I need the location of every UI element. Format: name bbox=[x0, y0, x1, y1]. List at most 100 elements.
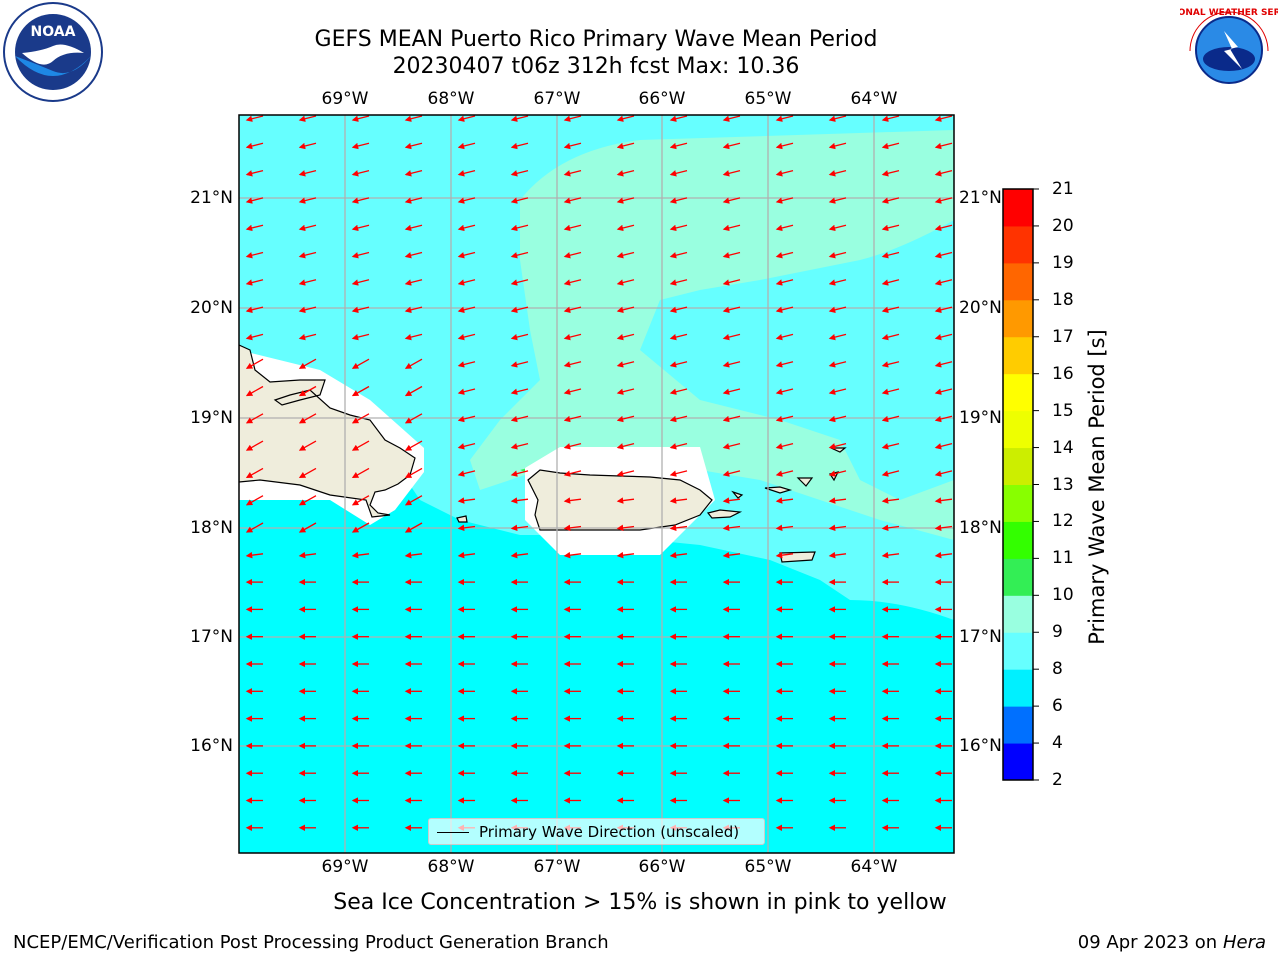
wave-arrow bbox=[510, 470, 529, 477]
wave-arrow bbox=[775, 551, 794, 559]
colorbar-tick-label: 11 bbox=[1052, 548, 1074, 569]
wave-arrow bbox=[881, 333, 900, 341]
wave-arrow bbox=[510, 551, 529, 559]
wave-arrow bbox=[510, 197, 529, 204]
wave-arrow bbox=[404, 467, 423, 479]
wave-arrow bbox=[563, 333, 582, 341]
wave-arrow bbox=[351, 522, 370, 533]
wave-arrow bbox=[669, 442, 688, 450]
lat-right-item: 17°N bbox=[959, 627, 1002, 647]
colorbar-tick-label: 18 bbox=[1052, 289, 1074, 310]
wave-arrow bbox=[563, 524, 582, 532]
wave-arrow bbox=[881, 524, 900, 532]
land-virgin-islands bbox=[706, 447, 847, 563]
wave-direction-arrows bbox=[245, 115, 953, 832]
wave-arrow bbox=[722, 470, 741, 477]
sea-ice-note: Sea Ice Concentration > 15% is shown in … bbox=[333, 890, 947, 915]
wave-arrow bbox=[828, 142, 847, 150]
wave-arrow bbox=[934, 442, 953, 450]
lon-bottom-item: 67°W bbox=[533, 857, 581, 877]
colorbar-title: Primary Wave Mean Period [s] bbox=[1085, 329, 1109, 645]
wave-arrow bbox=[828, 415, 847, 423]
wave-arrow bbox=[722, 169, 741, 177]
wave-arrow bbox=[563, 115, 582, 122]
wave-arrow bbox=[616, 251, 635, 259]
wave-arrow bbox=[616, 524, 635, 532]
colorbar-tick-label: 20 bbox=[1052, 215, 1074, 236]
wave-arrow bbox=[404, 413, 423, 424]
chart-subtitle: 20230407 t06z 312h fcst Max: 10.36 bbox=[392, 54, 800, 79]
wave-arrow bbox=[351, 385, 370, 397]
wave-arrow bbox=[510, 361, 529, 368]
colorbar bbox=[1002, 188, 1039, 781]
footer-host: Hera bbox=[1222, 932, 1266, 953]
lon-top-item: 68°W bbox=[427, 89, 475, 109]
wave-arrow bbox=[404, 306, 423, 313]
wave-arrow bbox=[563, 470, 582, 477]
wave-arrow bbox=[775, 306, 794, 313]
wave-arrow bbox=[457, 251, 476, 259]
wave-arrow bbox=[881, 142, 900, 150]
wave-arrow bbox=[881, 470, 900, 477]
wave-arrow bbox=[616, 224, 635, 232]
chart-title: GEFS MEAN Puerto Rico Primary Wave Mean … bbox=[314, 27, 878, 52]
wave-arrow bbox=[934, 333, 953, 341]
wave-arrow bbox=[245, 142, 264, 150]
colorbar-tick-label: 9 bbox=[1052, 622, 1063, 643]
wave-arrow bbox=[669, 279, 688, 286]
wave-arrow bbox=[722, 524, 741, 532]
wave-arrow bbox=[510, 333, 529, 341]
colorbar-tick-label: 19 bbox=[1052, 252, 1074, 273]
wave-arrow bbox=[298, 333, 317, 341]
wave-arrow bbox=[669, 497, 688, 504]
lat-left-item: 18°N bbox=[190, 518, 233, 538]
ocean-period-9-10-west bbox=[239, 115, 330, 300]
colorbar-tick-label: 8 bbox=[1052, 659, 1063, 680]
wave-arrow bbox=[245, 495, 264, 506]
wave-arrow bbox=[775, 333, 794, 341]
wave-arrow bbox=[245, 522, 264, 533]
wave-arrow bbox=[298, 413, 317, 424]
wave-arrow bbox=[298, 306, 317, 313]
wave-arrow bbox=[457, 497, 476, 504]
noaa-logo-text: NOAA bbox=[31, 24, 76, 40]
colorbar-tick-label: 10 bbox=[1052, 585, 1074, 606]
wave-arrow bbox=[934, 470, 953, 477]
wave-arrow bbox=[563, 251, 582, 259]
wave-arrow bbox=[881, 197, 900, 204]
wave-arrow bbox=[775, 251, 794, 259]
lat-right-item: 20°N bbox=[959, 298, 1002, 318]
lon-top-item: 64°W bbox=[850, 89, 898, 109]
wave-arrow bbox=[775, 470, 794, 477]
wave-arrow bbox=[775, 415, 794, 423]
wave-arrow bbox=[722, 361, 741, 368]
colorbar-segment bbox=[1003, 669, 1033, 707]
wave-arrow bbox=[616, 497, 635, 504]
wave-arrow bbox=[881, 388, 900, 395]
wave-arrow bbox=[351, 440, 370, 451]
wave-arrow bbox=[351, 279, 370, 286]
colorbar-segment bbox=[1003, 447, 1033, 485]
colorbar-segment bbox=[1003, 225, 1033, 264]
wave-arrow bbox=[298, 142, 317, 150]
wave-arrow bbox=[245, 115, 264, 122]
lat-right-item: 21°N bbox=[959, 188, 1002, 208]
wave-arrow bbox=[616, 415, 635, 423]
wave-arrow bbox=[298, 169, 317, 177]
wave-arrow bbox=[245, 279, 264, 286]
wave-arrow bbox=[828, 470, 847, 477]
wave-arrow bbox=[298, 197, 317, 204]
wave-arrow bbox=[669, 333, 688, 341]
wave-arrow bbox=[245, 197, 264, 204]
lon-top-item: 67°W bbox=[533, 89, 581, 109]
lat-right-item: 16°N bbox=[959, 736, 1002, 756]
colorbar-segment bbox=[1003, 521, 1033, 559]
wave-arrow bbox=[510, 142, 529, 150]
wave-arrow bbox=[669, 251, 688, 259]
nws-logo-text: NATIONAL WEATHER SERVICE bbox=[1180, 8, 1278, 18]
colorbar-tick-label: 14 bbox=[1052, 437, 1074, 458]
wave-arrow bbox=[828, 388, 847, 395]
colorbar-segment bbox=[1003, 706, 1033, 744]
colorbar-tick-label: 16 bbox=[1052, 363, 1074, 384]
wave-arrow bbox=[934, 551, 953, 559]
